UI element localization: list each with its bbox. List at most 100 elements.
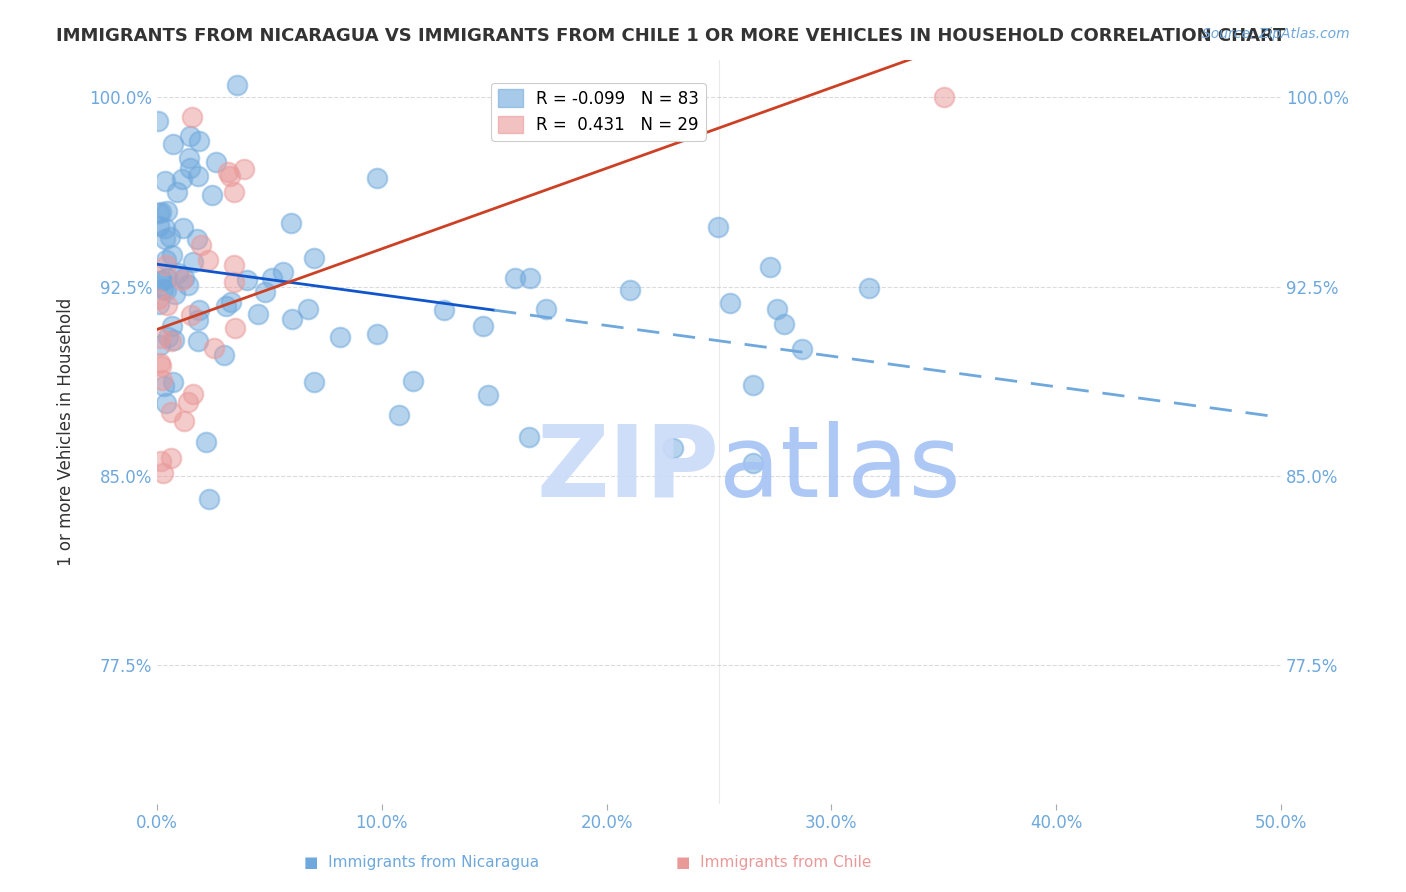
Point: [149, 338, 172, 352]
Point: [247, 307, 270, 321]
Point: [477, 388, 499, 402]
Point: [219, 294, 242, 309]
Point: [166, 185, 188, 199]
Point: [619, 283, 641, 297]
Point: [433, 302, 456, 317]
Point: [163, 287, 186, 301]
Y-axis label: 1 or more Vehicles in Household: 1 or more Vehicles in Household: [58, 298, 75, 566]
Point: [329, 330, 352, 344]
Point: [219, 169, 242, 184]
Point: [505, 270, 527, 285]
Point: [858, 281, 880, 295]
Point: [741, 377, 763, 392]
Point: [707, 219, 730, 234]
Point: [173, 414, 195, 428]
Point: [152, 282, 174, 296]
Point: [366, 170, 388, 185]
Point: [226, 78, 249, 92]
Point: [152, 466, 174, 480]
Point: [162, 136, 184, 151]
Point: [167, 266, 190, 280]
Point: [150, 204, 173, 219]
Point: [149, 359, 172, 374]
Point: [388, 408, 411, 422]
Point: [153, 174, 176, 188]
Point: [148, 206, 170, 220]
Point: [187, 313, 209, 327]
Point: [758, 260, 780, 274]
Point: [149, 356, 172, 370]
Point: [224, 320, 246, 334]
Point: [253, 285, 276, 299]
Legend: R = -0.099   N = 83, R =  0.431   N = 29: R = -0.099 N = 83, R = 0.431 N = 29: [491, 83, 706, 141]
Point: [236, 273, 259, 287]
Point: [172, 272, 194, 286]
Point: [212, 348, 235, 362]
Point: [148, 219, 170, 233]
Point: [765, 302, 787, 317]
Point: [179, 129, 201, 144]
Point: [932, 90, 955, 104]
Point: [173, 270, 195, 285]
Text: atlas: atlas: [718, 420, 960, 517]
Point: [155, 253, 177, 268]
Point: [162, 318, 184, 333]
Point: [179, 161, 201, 176]
Point: [150, 454, 173, 468]
Point: [222, 275, 245, 289]
Point: [718, 296, 741, 310]
Point: [152, 379, 174, 393]
Point: [519, 271, 541, 285]
Point: [202, 342, 225, 356]
Point: [194, 435, 217, 450]
Point: [215, 299, 238, 313]
Point: [222, 259, 245, 273]
Point: [160, 334, 183, 348]
Point: [260, 271, 283, 285]
Text: ZIP: ZIP: [536, 420, 718, 517]
Point: [172, 221, 194, 235]
Point: [156, 297, 179, 311]
Point: [222, 185, 245, 199]
Point: [159, 230, 181, 244]
Point: [205, 154, 228, 169]
Point: [156, 329, 179, 343]
Point: [217, 165, 239, 179]
Point: [176, 278, 198, 293]
Point: [742, 456, 765, 470]
Point: [149, 274, 172, 288]
Point: [402, 374, 425, 388]
Point: [190, 238, 212, 252]
Point: [156, 271, 179, 285]
Point: [162, 375, 184, 389]
Text: ■  Immigrants from Chile: ■ Immigrants from Chile: [676, 855, 870, 870]
Point: [172, 171, 194, 186]
Point: [517, 430, 540, 444]
Point: [146, 114, 169, 128]
Point: [280, 216, 302, 230]
Point: [162, 247, 184, 261]
Point: [177, 395, 200, 409]
Text: IMMIGRANTS FROM NICARAGUA VS IMMIGRANTS FROM CHILE 1 OR MORE VEHICLES IN HOUSEHO: IMMIGRANTS FROM NICARAGUA VS IMMIGRANTS …: [56, 27, 1285, 45]
Point: [201, 188, 224, 202]
Point: [155, 283, 177, 297]
Point: [163, 333, 186, 347]
Point: [792, 342, 814, 356]
Point: [181, 255, 204, 269]
Point: [304, 251, 326, 265]
Point: [187, 334, 209, 349]
Point: [148, 297, 170, 311]
Point: [366, 326, 388, 341]
Point: [180, 308, 202, 322]
Point: [187, 169, 209, 183]
Point: [271, 265, 294, 279]
Point: [155, 258, 177, 272]
Point: [150, 273, 173, 287]
Point: [160, 405, 183, 419]
Point: [155, 395, 177, 409]
Point: [149, 331, 172, 345]
Point: [146, 292, 169, 306]
Text: Source: ZipAtlas.com: Source: ZipAtlas.com: [1202, 27, 1350, 41]
Point: [302, 376, 325, 390]
Point: [160, 451, 183, 466]
